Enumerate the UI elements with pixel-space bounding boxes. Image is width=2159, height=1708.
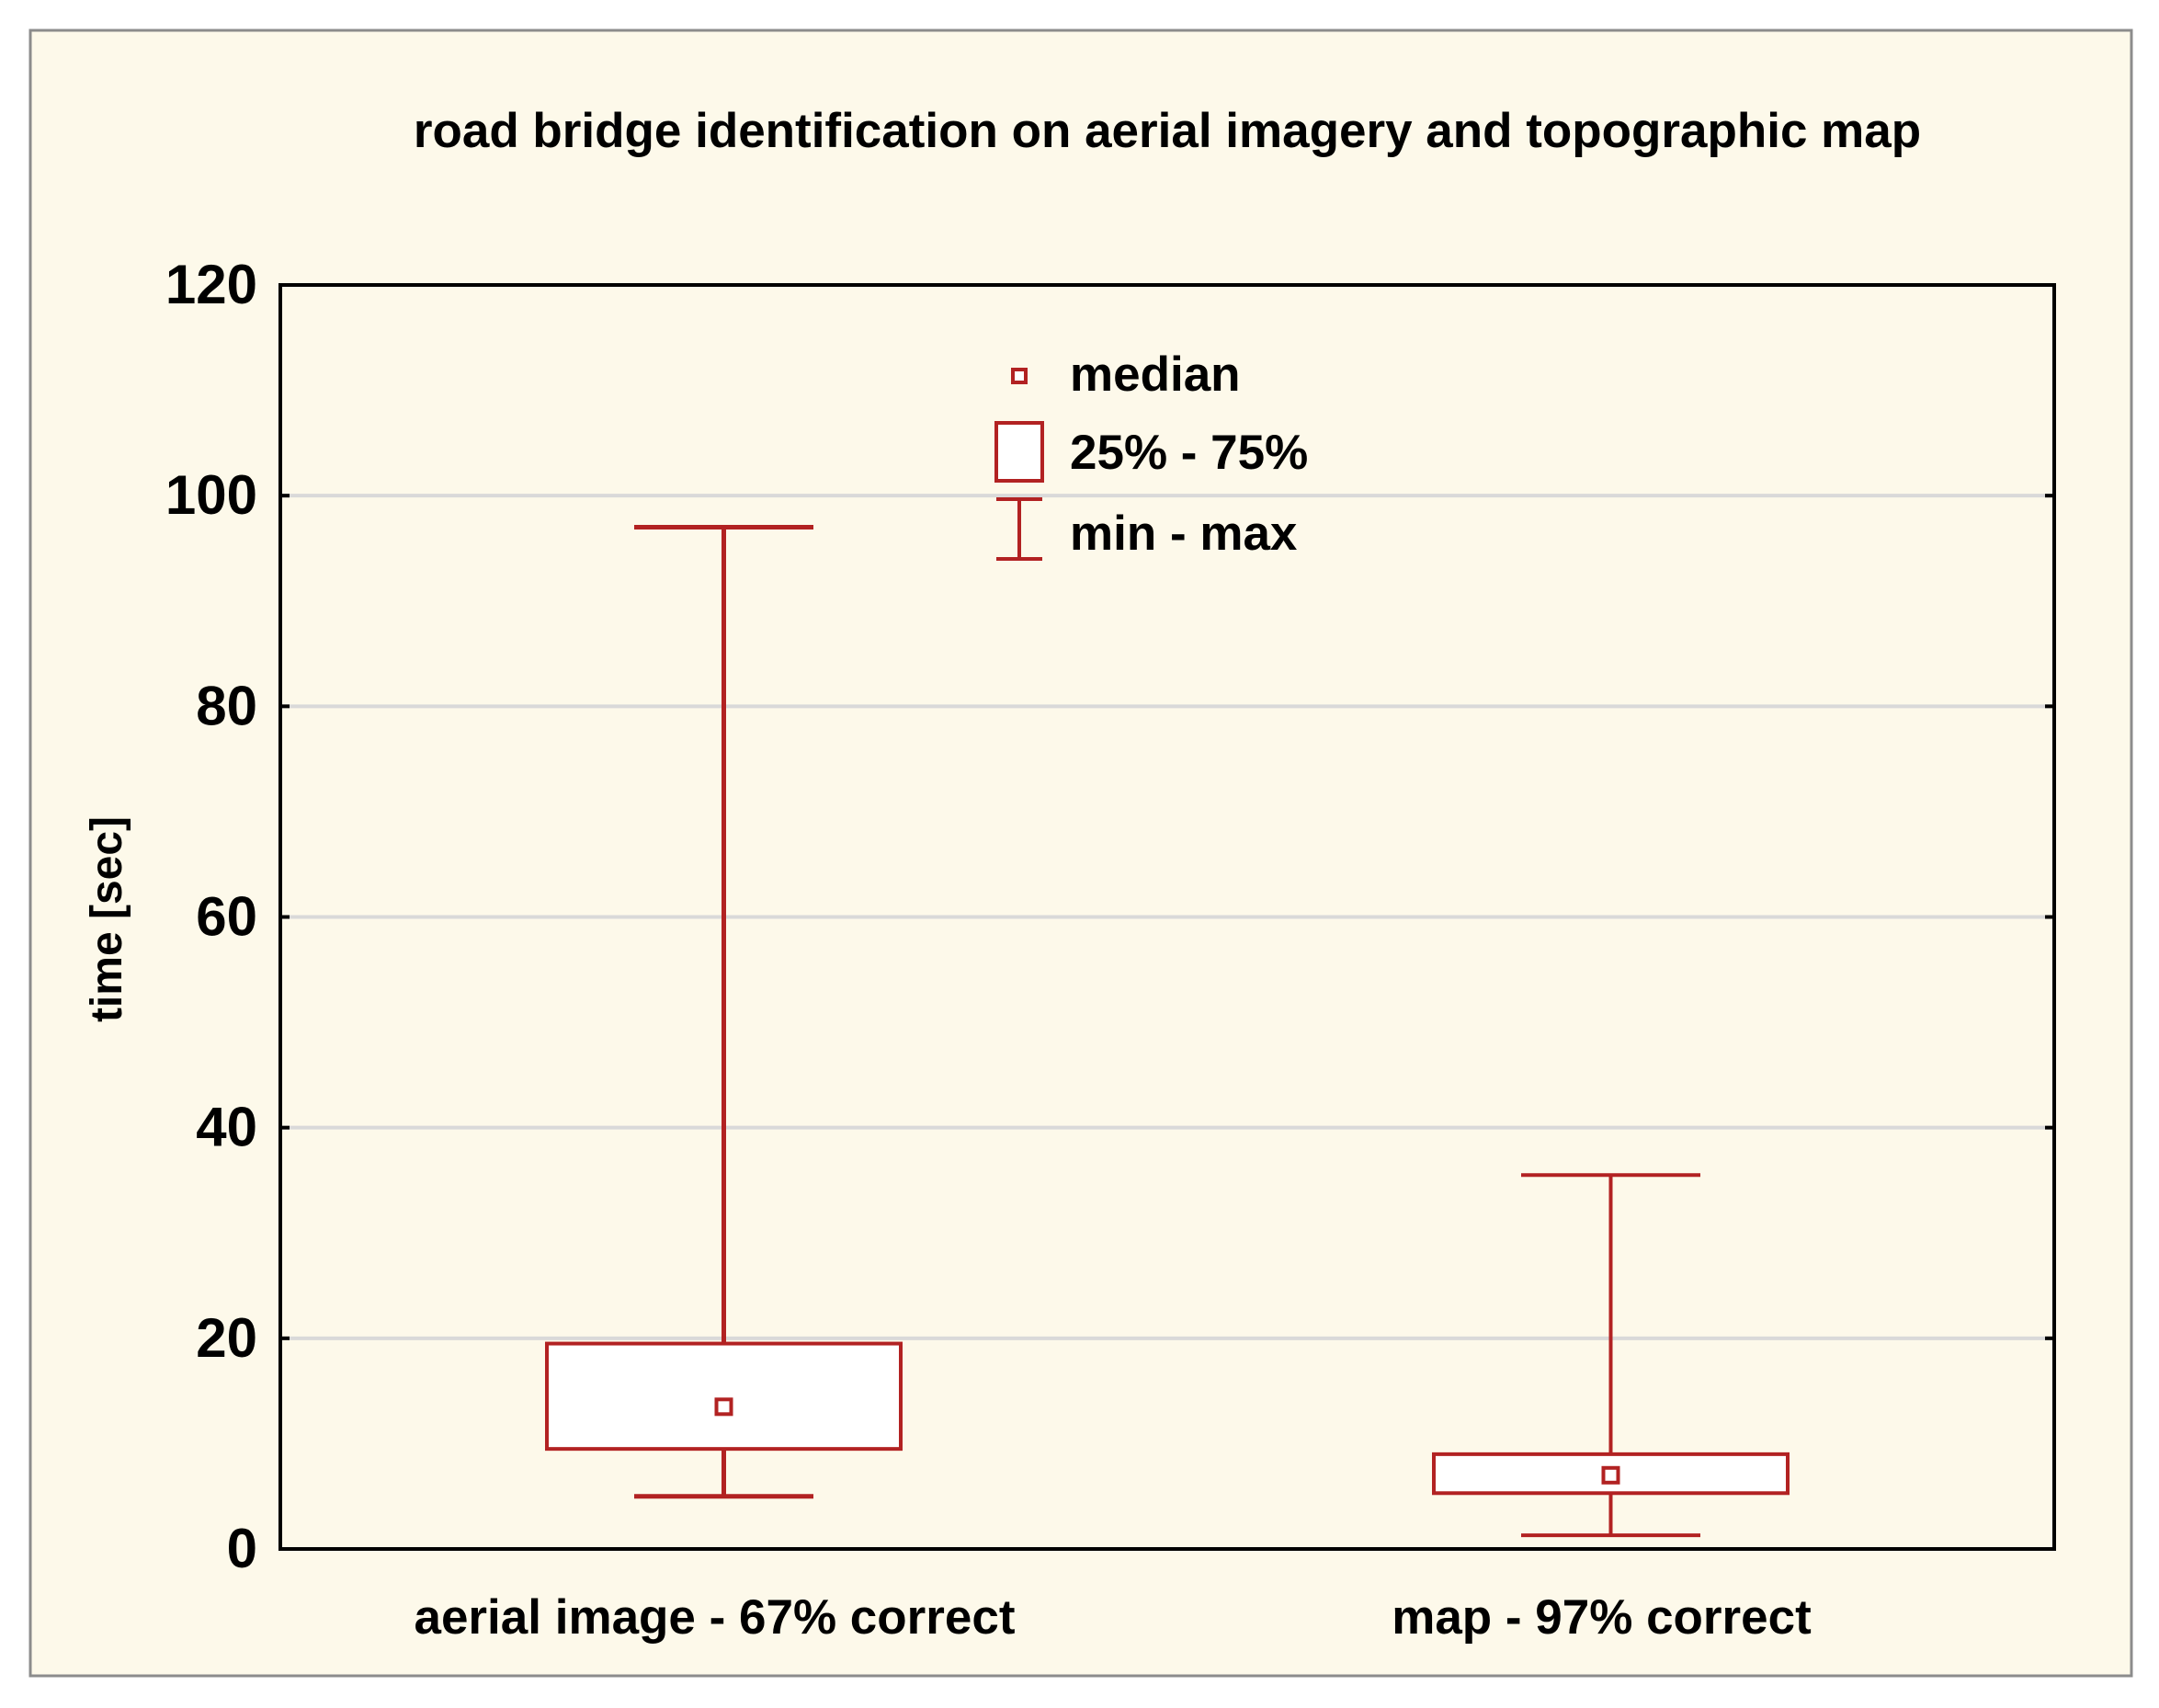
legend-iqr-symbol [994,421,1044,483]
legend: median 25% - 75% min - max [994,347,1308,561]
y-tick-label: 120 [165,254,257,315]
box-group-2 [1432,1173,1790,1538]
y-tick-label: 0 [227,1518,257,1579]
box-group-1 [545,525,903,1499]
figure-panel [28,28,2133,1678]
legend-item-iqr: 25% - 75% [994,421,1308,483]
y-axis-ticks: 0 20 40 60 80 100 120 [165,254,2054,1579]
box-plot-series [545,525,1790,1538]
y-tick-label: 60 [196,886,257,948]
y-tick-label: 20 [196,1307,257,1369]
legend-median-label: median [1070,347,1241,402]
y-tick-label: 40 [196,1097,257,1158]
y-tick-label: 80 [196,675,257,736]
legend-item-median: median [1011,347,1241,402]
y-axis-label: time [sec] [83,816,131,1022]
legend-iqr-label: 25% - 75% [1070,426,1308,480]
legend-item-range: min - max [996,497,1298,561]
x-category-label: map - 97% correct [1392,1590,1812,1645]
y-tick-label: 100 [165,464,257,526]
median-marker [714,1397,733,1417]
gridlines [280,494,2054,1340]
legend-median-symbol [1011,368,1028,384]
x-axis-labels: aerial image - 67% correct map - 97% corr… [414,1590,1811,1645]
legend-range-symbol [996,497,1042,561]
median-marker [1601,1465,1620,1485]
legend-range-label: min - max [1070,507,1298,561]
x-category-label: aerial image - 67% correct [414,1590,1015,1645]
iqr-box [545,1341,903,1452]
chart-title: road bridge identification on aerial ima… [414,104,1921,158]
